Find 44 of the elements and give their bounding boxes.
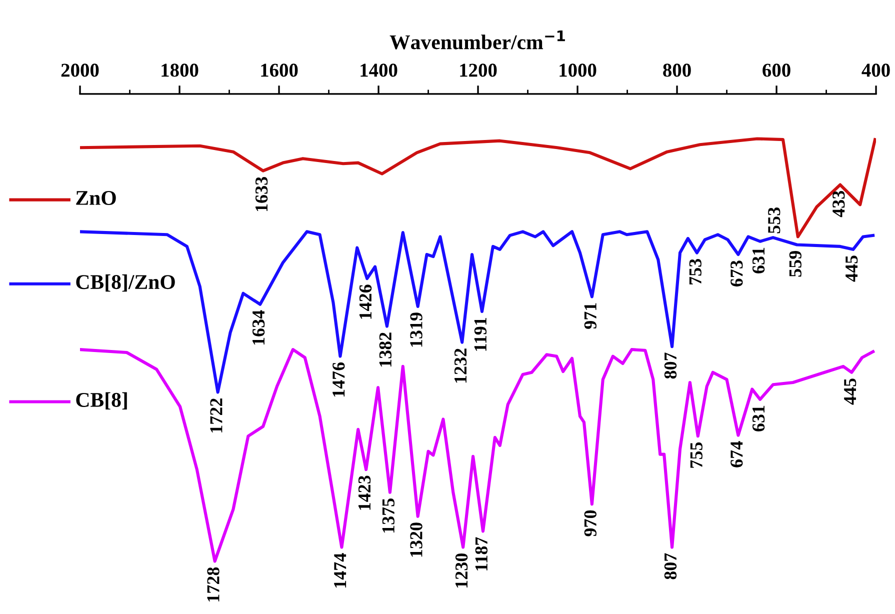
annotation: 1423 <box>358 476 371 510</box>
annotation: 1191 <box>474 318 487 351</box>
annotation: 1232 <box>454 348 467 383</box>
annotation: 673 <box>730 260 743 286</box>
annotation: 1319 <box>410 312 422 347</box>
x-axis-title: Wavenumber/cm$^{−1}$ <box>390 30 565 50</box>
annotation: 1633 <box>255 177 268 212</box>
annotation: 631 <box>752 248 765 274</box>
annotation: 553 <box>768 207 780 234</box>
annotation: 1187 <box>475 537 488 570</box>
annotation: 753 <box>689 258 702 284</box>
annotation: 1634 <box>252 310 265 345</box>
legend-label: ZnO <box>76 191 116 205</box>
annotation: 559 <box>789 250 802 277</box>
annotation: 970 <box>584 510 596 536</box>
legend-label: CB[8]/ZnO <box>76 274 175 292</box>
annotation: 674 <box>730 441 743 468</box>
annotation: 755 <box>690 442 702 468</box>
x-tick-label: 1000 <box>560 64 596 77</box>
x-tick-label: 600 <box>762 64 790 77</box>
annotation: 1230 <box>455 553 468 588</box>
annotation: 1474 <box>334 553 346 588</box>
annotation: 1375 <box>382 498 394 533</box>
annotation: 1426 <box>359 284 372 319</box>
annotation: 1476 <box>332 362 345 397</box>
annotation: 807 <box>664 352 677 379</box>
annotation: 433 <box>832 190 845 218</box>
annotation: 971 <box>584 303 596 329</box>
legend-label: CB[8] <box>76 392 127 410</box>
x-tick-label: 1400 <box>360 64 398 77</box>
annotation: 445 <box>844 378 856 405</box>
x-tick-label: 1800 <box>162 64 198 77</box>
x-tick-label: 2000 <box>61 64 99 77</box>
annotation: 807 <box>664 553 677 580</box>
annotation: 1382 <box>379 332 392 367</box>
annotation: 1728 <box>207 567 220 602</box>
annotation: 1320 <box>410 522 422 557</box>
x-tick-label: 800 <box>663 64 691 77</box>
x-tick-label: 1600 <box>261 64 298 77</box>
x-tick-label: 400 <box>862 64 890 77</box>
x-tick-label: 1200 <box>460 64 497 77</box>
annotation: 1722 <box>210 398 222 432</box>
annotation: 445 <box>846 256 858 282</box>
annotation: 631 <box>752 406 765 432</box>
